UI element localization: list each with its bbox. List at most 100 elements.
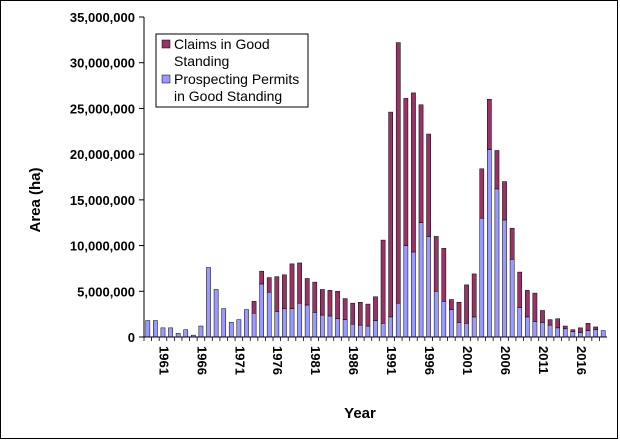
x-tick-label: 1996 [422, 346, 437, 375]
bar-permits-1984 [327, 315, 333, 338]
bar-claims-2003 [471, 273, 477, 318]
legend-label-permits: Prospecting Permits in Good Standing [174, 71, 303, 104]
bar-permits-1974 [251, 312, 257, 338]
bar-permits-1960 [145, 320, 151, 338]
plot-area [145, 42, 606, 338]
bar-claims-2001 [456, 302, 462, 323]
bar-permits-1995 [411, 251, 416, 338]
bar-claims-2017 [578, 327, 583, 333]
bar-claims-1975 [259, 270, 264, 285]
bar-permits-1979 [289, 308, 295, 338]
bar-permits-1961 [153, 320, 158, 338]
bar-claims-1995 [411, 92, 416, 253]
y-tick-label: 35,000,000 [70, 10, 135, 25]
bar-permits-2004 [479, 217, 485, 338]
bar-permits-1999 [441, 301, 447, 338]
bar-permits-1969 [213, 289, 219, 338]
bar-claims-2016 [570, 329, 576, 332]
bar-claims-1997 [426, 133, 431, 237]
bar-claims-2013 [547, 319, 553, 326]
bar-permits-2017 [578, 332, 583, 338]
bar-permits-1971 [228, 322, 234, 338]
bar-permits-1975 [259, 283, 264, 338]
bar-claims-1983 [320, 289, 325, 316]
legend-label-permits-line1: Prospecting Permits [174, 71, 299, 87]
bar-claims-2010 [524, 290, 530, 318]
bar-claims-1976 [266, 277, 272, 293]
bar-claims-1984 [327, 290, 333, 317]
bar-permits-2011 [532, 321, 538, 338]
bar-claims-1979 [289, 263, 295, 309]
bar-claims-1990 [373, 296, 378, 321]
bar-permits-1965 [183, 329, 189, 338]
bar-permits-1962 [160, 327, 166, 338]
bar-permits-2019 [593, 329, 598, 338]
bar-permits-1980 [297, 302, 302, 338]
legend-label-permits-line2: in Good Standing [174, 88, 282, 104]
bar-permits-1972 [236, 319, 242, 338]
bar-permits-2009 [517, 307, 523, 338]
bar-permits-2014 [555, 327, 561, 338]
bar-permits-1983 [320, 314, 325, 338]
bar-claims-2015 [562, 325, 568, 330]
x-tick-label: 1986 [346, 346, 361, 375]
bar-permits-1963 [168, 327, 173, 338]
bar-claims-1978 [282, 274, 287, 309]
bar-permits-1973 [244, 309, 249, 338]
x-tick-label: 1981 [308, 346, 323, 375]
x-axis-title: Year [344, 405, 376, 422]
bar-permits-2020 [600, 330, 606, 338]
legend-label-claims-line2: Standing [174, 53, 229, 69]
bar-claims-1998 [433, 236, 439, 292]
bar-claims-1994 [403, 98, 409, 246]
bar-permits-2003 [471, 316, 477, 338]
bar-permits-1998 [433, 291, 439, 338]
legend-box [155, 33, 309, 108]
bar-permits-1967 [198, 325, 204, 338]
bar-claims-2006 [494, 150, 500, 190]
y-tick-label: 25,000,000 [70, 101, 135, 116]
bar-claims-1986 [342, 298, 348, 320]
y-tick-label: 30,000,000 [70, 56, 135, 71]
bar-permits-2016 [570, 331, 576, 338]
bar-claims-2008 [509, 227, 515, 260]
bar-permits-1987 [350, 323, 356, 338]
y-tick-label: 5,000,000 [77, 284, 135, 299]
legend: Claims in Good Standing Prospecting Perm… [155, 33, 309, 108]
bar-claims-2018 [585, 323, 591, 331]
bar-permits-1968 [206, 267, 211, 338]
bar-claims-1996 [418, 104, 424, 223]
bar-permits-2008 [509, 259, 515, 338]
bar-permits-2000 [449, 309, 454, 338]
bar-claims-1999 [441, 248, 447, 302]
legend-swatch-permits [161, 74, 171, 84]
bar-permits-1993 [395, 302, 401, 338]
bar-claims-1982 [312, 281, 318, 313]
x-tick-label: 1976 [270, 346, 285, 375]
bar-permits-2001 [456, 322, 462, 338]
bar-permits-2007 [502, 219, 507, 338]
bar-claims-1988 [357, 302, 363, 326]
bar-permits-1989 [365, 325, 371, 338]
bar-claims-1974 [251, 301, 257, 314]
axes: 0 5,000,000 10,000,000 15,000,000 20,000,000… [70, 10, 607, 375]
bar-permits-1991 [380, 323, 386, 338]
y-tick-label: 0 [128, 330, 135, 345]
bar-permits-1992 [388, 316, 394, 338]
bar-claims-2007 [502, 181, 507, 221]
bar-claims-1985 [335, 291, 340, 319]
x-tick-label: 1991 [384, 346, 399, 375]
bar-permits-1964 [175, 333, 181, 338]
bar-claims-2012 [540, 310, 545, 323]
bar-permits-1982 [312, 312, 318, 338]
bar-claims-1991 [380, 239, 386, 324]
bar-claims-2014 [555, 318, 561, 329]
bar-permits-2012 [540, 322, 545, 338]
bar-permits-1985 [335, 318, 340, 338]
bar-claims-2005 [487, 99, 492, 150]
x-tick-label: 2016 [574, 346, 589, 375]
bar-claims-2002 [464, 284, 469, 324]
legend-label-claims: Claims in Good Standing [174, 36, 274, 69]
bar-claims-2011 [532, 292, 538, 322]
